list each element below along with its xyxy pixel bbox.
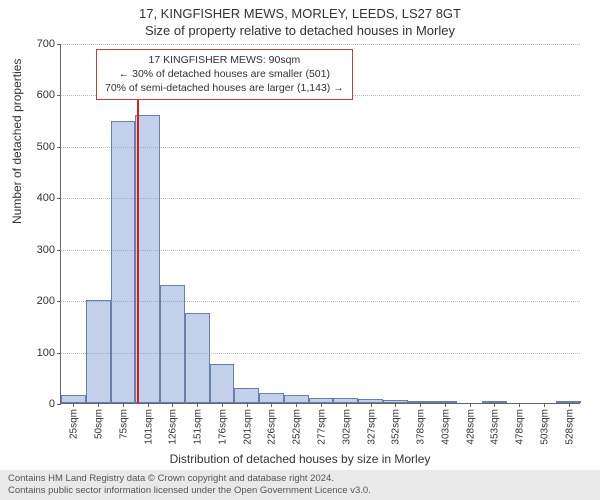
- x-tick-label: 75sqm: [116, 409, 129, 439]
- histogram-bar: [160, 285, 185, 403]
- page-title-line2: Size of property relative to detached ho…: [0, 21, 600, 42]
- y-axis-label: Number of detached properties: [10, 59, 24, 224]
- histogram-bar: [284, 395, 309, 403]
- x-tick-label: 352sqm: [389, 409, 402, 445]
- property-marker-line: [137, 84, 139, 403]
- x-tick-mark: [197, 403, 198, 407]
- x-tick-mark: [148, 403, 149, 407]
- x-tick-label: 453sqm: [488, 409, 501, 445]
- x-tick-label: 277sqm: [315, 409, 328, 445]
- x-tick-mark: [346, 403, 347, 407]
- x-tick-label: 252sqm: [290, 409, 303, 445]
- y-tick-label: 600: [37, 89, 61, 101]
- y-tick-label: 0: [49, 398, 61, 410]
- x-tick-label: 378sqm: [414, 409, 427, 445]
- x-tick-mark: [445, 403, 446, 407]
- attribution-footer: Contains HM Land Registry data © Crown c…: [0, 470, 600, 500]
- x-tick-label: 428sqm: [463, 409, 476, 445]
- x-tick-mark: [247, 403, 248, 407]
- info-line-1: 17 KINGFISHER MEWS: 90sqm: [105, 53, 344, 67]
- x-tick-label: 25sqm: [67, 409, 80, 439]
- x-tick-label: 201sqm: [240, 409, 253, 445]
- y-tick-label: 700: [37, 38, 61, 50]
- grid-line: [61, 44, 580, 45]
- x-tick-mark: [271, 403, 272, 407]
- x-tick-mark: [321, 403, 322, 407]
- histogram-bar: [259, 393, 284, 403]
- histogram-bar: [61, 395, 86, 403]
- x-tick-mark: [470, 403, 471, 407]
- x-tick-mark: [73, 403, 74, 407]
- y-tick-label: 100: [37, 347, 61, 359]
- x-tick-label: 101sqm: [141, 409, 154, 445]
- x-tick-label: 302sqm: [339, 409, 352, 445]
- x-tick-label: 503sqm: [537, 409, 550, 445]
- info-line-2: ← 30% of detached houses are smaller (50…: [105, 67, 344, 81]
- x-tick-mark: [544, 403, 545, 407]
- x-tick-label: 226sqm: [265, 409, 278, 445]
- histogram-bar: [210, 364, 235, 403]
- x-tick-label: 151sqm: [191, 409, 204, 445]
- x-tick-mark: [371, 403, 372, 407]
- histogram-bar: [234, 388, 259, 403]
- x-axis-label: Distribution of detached houses by size …: [0, 452, 600, 466]
- x-tick-mark: [172, 403, 173, 407]
- y-tick-label: 200: [37, 295, 61, 307]
- x-tick-mark: [569, 403, 570, 407]
- x-tick-label: 126sqm: [166, 409, 179, 445]
- x-tick-label: 176sqm: [215, 409, 228, 445]
- page-title-line1: 17, KINGFISHER MEWS, MORLEY, LEEDS, LS27…: [0, 0, 600, 21]
- y-tick-label: 400: [37, 192, 61, 204]
- y-tick-label: 300: [37, 244, 61, 256]
- x-tick-mark: [420, 403, 421, 407]
- x-tick-label: 528sqm: [562, 409, 575, 445]
- x-tick-label: 327sqm: [364, 409, 377, 445]
- histogram-bar: [86, 300, 111, 403]
- footer-line-2: Contains public sector information licen…: [8, 485, 592, 497]
- property-info-box: 17 KINGFISHER MEWS: 90sqm ← 30% of detac…: [96, 49, 353, 100]
- x-tick-label: 478sqm: [513, 409, 526, 445]
- x-tick-mark: [123, 403, 124, 407]
- x-tick-label: 50sqm: [92, 409, 105, 439]
- x-tick-label: 403sqm: [438, 409, 451, 445]
- x-tick-mark: [395, 403, 396, 407]
- x-tick-mark: [494, 403, 495, 407]
- footer-line-1: Contains HM Land Registry data © Crown c…: [8, 473, 592, 485]
- x-tick-mark: [296, 403, 297, 407]
- histogram-bar: [185, 313, 210, 403]
- y-tick-label: 500: [37, 141, 61, 153]
- histogram-bar: [111, 121, 136, 403]
- x-tick-mark: [98, 403, 99, 407]
- x-tick-mark: [222, 403, 223, 407]
- info-line-3: 70% of semi-detached houses are larger (…: [105, 81, 344, 95]
- x-tick-mark: [519, 403, 520, 407]
